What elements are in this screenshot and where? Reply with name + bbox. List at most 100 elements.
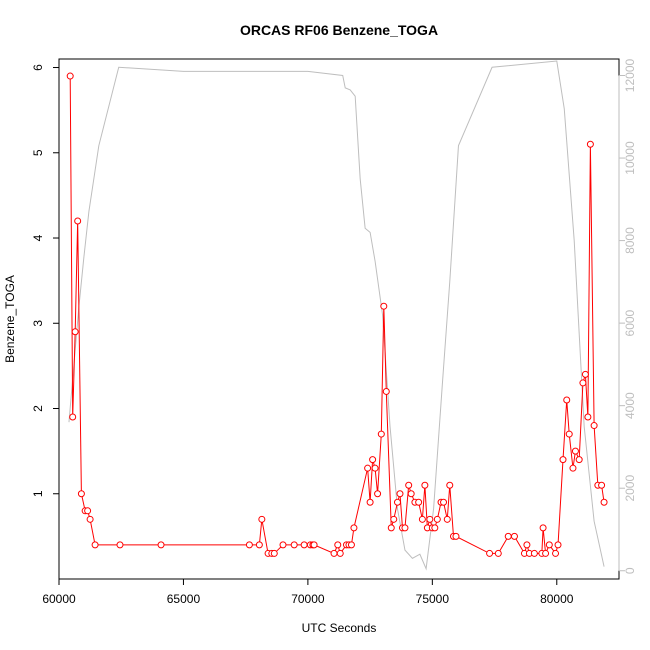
benzene-point [523, 541, 531, 549]
x-tick-label: 75000 [416, 592, 450, 606]
benzene-point [347, 541, 355, 549]
benzene-point [486, 549, 494, 557]
benzene-point [565, 430, 573, 438]
benzene-point [581, 370, 589, 378]
left-axis: 1 2 3 4 5 6 [31, 64, 59, 497]
benzene-point [334, 541, 342, 549]
benzene-point [421, 481, 429, 489]
benzene-point [77, 490, 85, 498]
benzene-line [69, 76, 605, 556]
y-tick-label: 6 [31, 64, 45, 71]
benzene-point [431, 524, 439, 532]
benzene-point [510, 532, 518, 540]
benzene-point [494, 549, 502, 557]
benzene-point [396, 490, 404, 498]
benzene-point [542, 549, 550, 557]
y2-tick-label: 12000 [623, 59, 637, 93]
benzene-point [300, 541, 308, 549]
plot-frame [58, 58, 620, 580]
benzene-point [310, 541, 318, 549]
benzene-point [364, 464, 372, 472]
benzene-point [387, 524, 395, 532]
benzene-point [539, 524, 547, 532]
benzene-point [377, 430, 385, 438]
benzene-point [69, 413, 77, 421]
x-tick-label: 65000 [167, 592, 201, 606]
y-tick-label: 1 [31, 490, 45, 497]
benzene-point [440, 498, 448, 506]
benzene-point [559, 456, 567, 464]
benzene-point [569, 464, 577, 472]
benzene-point [443, 515, 451, 523]
benzene-point [393, 498, 401, 506]
benzene-point [579, 379, 587, 387]
benzene-point [74, 217, 82, 225]
benzene-point [84, 507, 92, 515]
benzene-point [504, 532, 512, 540]
benzene-point [401, 524, 409, 532]
benzene-point [255, 541, 263, 549]
y-tick-label: 2 [31, 405, 45, 412]
benzene-point [290, 541, 298, 549]
y2-tick-label: 8000 [623, 227, 637, 254]
x-axis-label: UTC Seconds [302, 621, 377, 635]
benzene-point [586, 140, 594, 148]
benzene-point [405, 481, 413, 489]
benzene-point [330, 549, 338, 557]
benzene-point [426, 515, 434, 523]
benzene-point [598, 481, 606, 489]
benzene-point [545, 541, 553, 549]
benzene-point [452, 532, 460, 540]
benzene-point [600, 498, 608, 506]
benzene-point [116, 541, 124, 549]
y-tick-label: 5 [31, 149, 45, 156]
benzene-point [407, 490, 415, 498]
benzene-point [382, 387, 390, 395]
benzene-point [258, 515, 266, 523]
chart-title: ORCAS RF06 Benzene_TOGA [240, 22, 438, 38]
benzene-point [374, 490, 382, 498]
benzene-point [418, 515, 426, 523]
benzene-point [336, 549, 344, 557]
y-axis-label: Benzene_TOGA [3, 275, 17, 363]
benzene-point [554, 541, 562, 549]
benzene-point [530, 549, 538, 557]
x-tick-label: 60000 [42, 592, 76, 606]
y2-tick-label: 4000 [623, 392, 637, 419]
benzene-point [433, 515, 441, 523]
benzene-point [371, 464, 379, 472]
benzene-point [366, 498, 374, 506]
benzene-point [575, 456, 583, 464]
x-tick-label: 70000 [291, 592, 325, 606]
benzene-point [390, 515, 398, 523]
benzene-point [66, 72, 74, 80]
benzene-point [157, 541, 165, 549]
y-tick-label: 4 [31, 234, 45, 241]
y2-tick-label: 10000 [623, 141, 637, 175]
right-axis: 0 2000 4000 6000 8000 10000 12000 [618, 59, 637, 574]
benzene-point [279, 541, 287, 549]
benzene-point [350, 524, 358, 532]
benzene-point [91, 541, 99, 549]
series-layer [66, 60, 608, 571]
y2-tick-label: 6000 [623, 309, 637, 336]
benzene-point [571, 447, 579, 455]
benzene-point [369, 456, 377, 464]
benzene-point [380, 302, 388, 310]
benzene-point [563, 396, 571, 404]
benzene-point [552, 549, 560, 557]
benzene-point [446, 481, 454, 489]
benzene-point [245, 541, 253, 549]
bottom-axis: 60000 65000 70000 75000 80000 [42, 579, 574, 606]
benzene-point [584, 413, 592, 421]
x-tick-label: 80000 [540, 592, 574, 606]
y-tick-label: 3 [31, 320, 45, 327]
altitude-line [68, 60, 605, 571]
benzene-point [71, 328, 79, 336]
benzene-point [590, 422, 598, 430]
benzene-point [415, 498, 423, 506]
benzene-point [270, 549, 278, 557]
y2-tick-label: 0 [623, 567, 637, 574]
y2-tick-label: 2000 [623, 475, 637, 502]
